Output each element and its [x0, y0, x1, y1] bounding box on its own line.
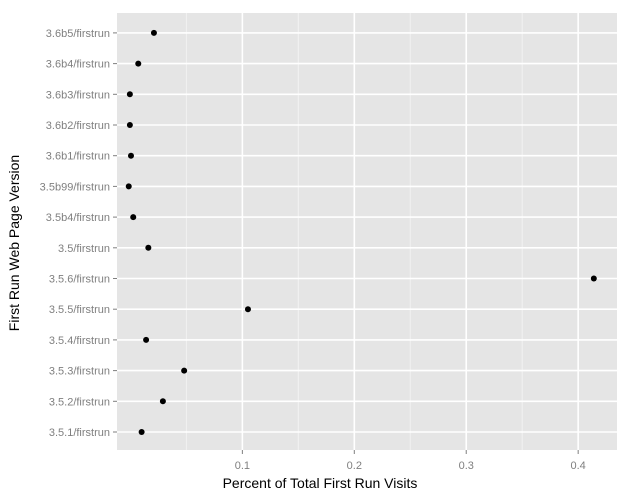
x-tick-label: 0.2	[347, 460, 362, 472]
data-point	[143, 336, 150, 343]
data-point	[130, 214, 137, 221]
minor-gridlines	[185, 13, 523, 450]
y-axis-title: First Run Web Page Version	[6, 155, 22, 331]
y-tick-label: 3.5.3/firstrun	[49, 366, 110, 378]
data-point	[159, 398, 166, 405]
y-tick-label: 3.5.2/firstrun	[49, 396, 110, 408]
y-tick-label: 3.6b4/firstrun	[46, 59, 110, 71]
x-tick-label: 0.4	[571, 460, 586, 472]
data-point	[135, 60, 142, 67]
data-point	[145, 244, 152, 251]
data-point	[138, 429, 145, 435]
y-tick-label: 3.5b4/firstrun	[46, 212, 110, 224]
data-point	[181, 367, 188, 374]
data-point	[244, 306, 251, 313]
plot-panel	[117, 13, 617, 450]
y-tick-label: 3.6b3/firstrun	[46, 89, 110, 101]
y-tick-label: 3.5b99/firstrun	[40, 181, 110, 193]
y-axis-ticks: 3.5.1/firstrun 3.5.2/firstrun 3.5.3/firstr…	[40, 28, 117, 439]
data-point	[590, 275, 597, 282]
x-tick-label: 0.1	[235, 460, 250, 472]
x-axis-title: Percent of Total First Run Visits	[223, 475, 418, 491]
data-point	[126, 91, 133, 98]
data-point	[126, 122, 133, 128]
major-gridlines	[117, 13, 617, 450]
y-tick-label: 3.6b1/firstrun	[46, 151, 110, 163]
y-tick-label: 3.5.6/firstrun	[49, 274, 110, 286]
data-point	[125, 183, 132, 190]
y-tick-label: 3.5.1/firstrun	[49, 427, 110, 439]
y-tick-label: 3.5.4/firstrun	[49, 335, 110, 347]
y-tick-label: 3.5/firstrun	[58, 243, 110, 255]
data-point	[127, 152, 134, 159]
x-axis-ticks: 0.1 0.2 0.3 0.4	[235, 450, 586, 472]
x-tick-label: 0.3	[459, 460, 474, 472]
data-points	[125, 29, 597, 435]
y-tick-label: 3.6b2/firstrun	[46, 120, 110, 132]
y-tick-label: 3.5.5/firstrun	[49, 304, 110, 316]
data-point	[150, 29, 157, 36]
y-tick-label: 3.6b5/firstrun	[46, 28, 110, 40]
